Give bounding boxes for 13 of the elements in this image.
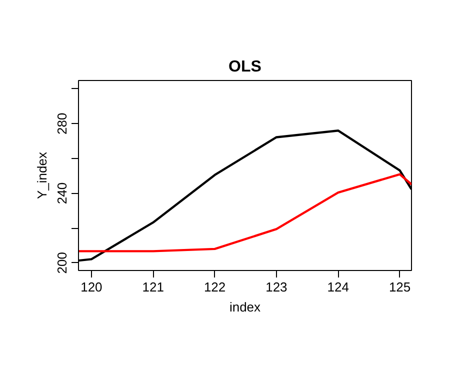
chart-title: OLS — [228, 58, 262, 76]
x-tick-label: 124 — [327, 280, 349, 294]
line-series — [78, 173, 412, 252]
x-tick-label: 125 — [388, 280, 411, 294]
x-axis-title: index — [229, 300, 262, 314]
x-tick-label: 121 — [142, 280, 164, 294]
x-tick-label: 122 — [204, 280, 226, 294]
y-tick-label: 200 — [54, 252, 70, 274]
x-tick-label: 120 — [80, 280, 102, 294]
y-tick-label: 280 — [54, 112, 70, 134]
y-tick-label: 240 — [54, 182, 70, 204]
y-axis-title: Y_index — [34, 152, 50, 199]
x-tick-label: 123 — [266, 280, 288, 294]
